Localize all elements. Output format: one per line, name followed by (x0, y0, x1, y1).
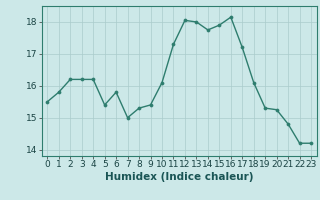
X-axis label: Humidex (Indice chaleur): Humidex (Indice chaleur) (105, 172, 253, 182)
